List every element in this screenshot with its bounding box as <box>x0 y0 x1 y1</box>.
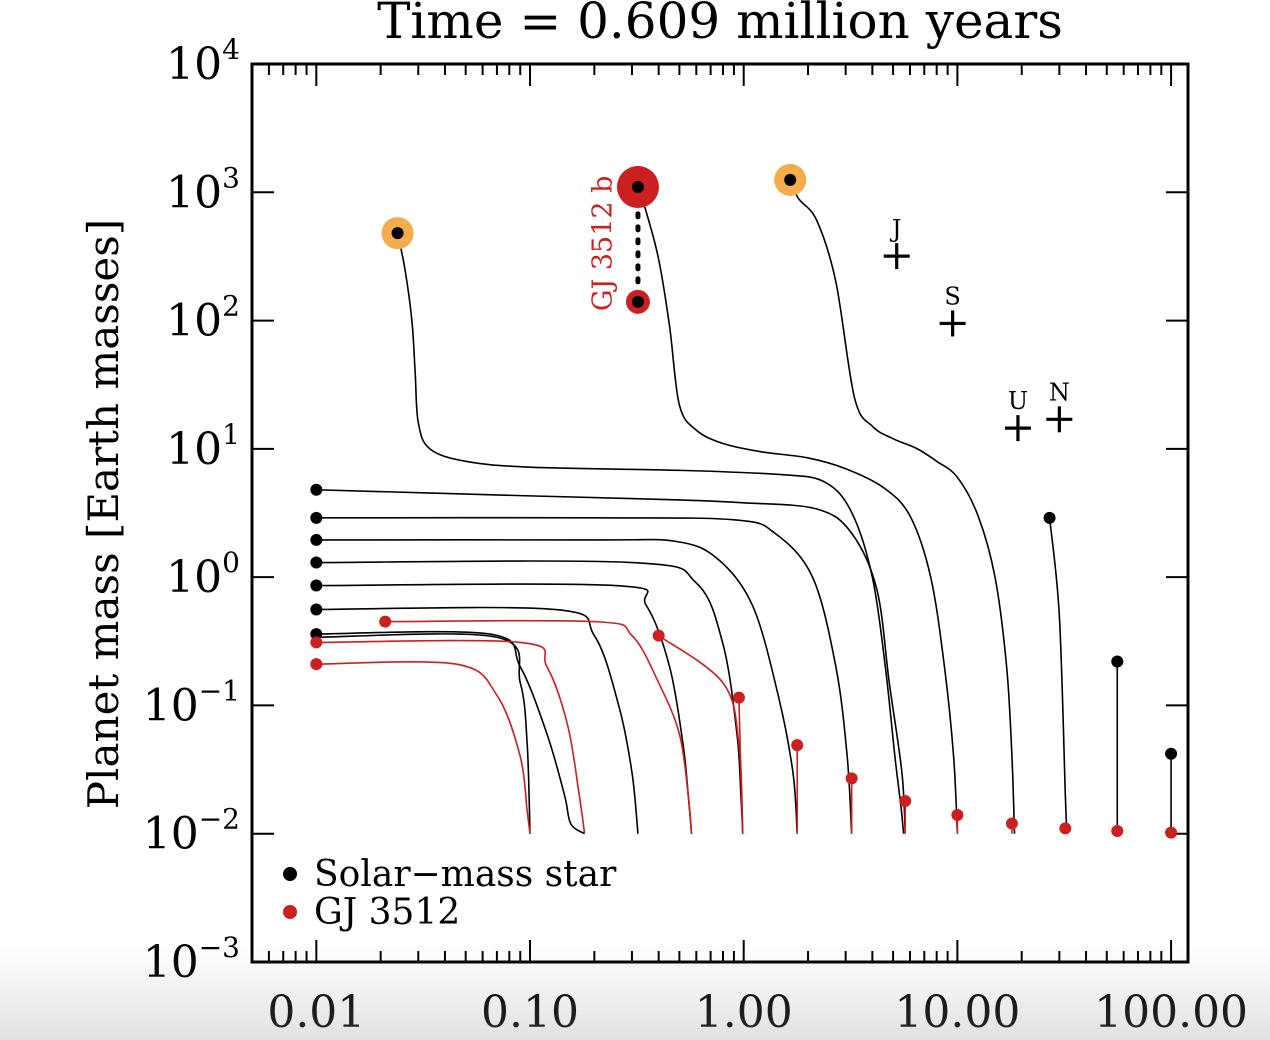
reference-marker-label: N <box>1049 378 1070 406</box>
solar-point <box>391 227 404 240</box>
y-axis-label: Planet mass [Earth masses] <box>79 219 128 809</box>
solar-point <box>1111 655 1124 668</box>
gj-point <box>899 794 912 807</box>
solar-point <box>310 483 323 496</box>
gj-point <box>379 615 392 628</box>
solar-point <box>310 511 323 524</box>
track-line <box>316 538 799 834</box>
data-points <box>310 163 1178 839</box>
gj-point <box>1165 826 1178 839</box>
track-line <box>316 660 531 834</box>
y-tick-label: 10−2 <box>143 803 240 860</box>
legend-marker <box>283 905 297 919</box>
gj-point <box>845 772 858 785</box>
gj-point <box>1005 817 1018 830</box>
y-tick-label: 102 <box>166 290 240 347</box>
track-line <box>738 697 744 834</box>
axis-frame: 0.01 0.10 1.00 10.00 100.00 10−3 10−2 10−1 100 10… <box>143 33 1248 1038</box>
solar-point <box>310 533 323 546</box>
solar-point <box>310 628 323 641</box>
gj-point <box>1111 824 1124 837</box>
plot-frame <box>250 62 1190 964</box>
track-line <box>316 639 586 834</box>
reference-marker-label: U <box>1008 387 1028 415</box>
track-line <box>316 633 531 834</box>
x-tick-label: 1.00 <box>695 987 793 1038</box>
legend-marker <box>283 867 297 881</box>
y-tick-label: 101 <box>166 418 240 475</box>
chart-title: Time = 0.609 million years <box>377 0 1063 50</box>
solar-point <box>1043 511 1056 524</box>
x-tick-label: 100.00 <box>1094 987 1248 1038</box>
gj-point <box>310 636 323 649</box>
gj-point <box>732 691 745 704</box>
track-line <box>316 606 639 834</box>
track-line <box>316 516 853 834</box>
x-tick-label: 0.10 <box>481 987 579 1038</box>
gj-point <box>951 808 964 821</box>
track-line <box>316 560 744 834</box>
track-line <box>658 634 744 834</box>
track-lines <box>316 179 1172 835</box>
track-line <box>1048 517 1068 834</box>
legend-label: GJ 3512 <box>314 892 460 933</box>
x-tick-label: 10.00 <box>894 987 1020 1038</box>
legend-label: Solar−mass star <box>314 854 617 895</box>
y-tick-label: 100 <box>166 546 240 603</box>
solar-point <box>631 180 644 193</box>
gj-point <box>791 739 804 752</box>
solar-point <box>310 579 323 592</box>
annotations: GJ 3512 b J S U N <box>587 176 1073 442</box>
track-line <box>385 619 693 834</box>
planet-annotation: GJ 3512 b <box>587 176 618 312</box>
solar-point <box>310 556 323 569</box>
reference-marker-label: J <box>889 215 902 243</box>
y-tick-label: 10−3 <box>143 931 240 988</box>
solar-point <box>310 603 323 616</box>
x-tick-label: 0.01 <box>267 987 365 1038</box>
gj-point <box>1059 822 1072 835</box>
reference-marker-label: S <box>944 282 960 310</box>
gj-point <box>310 658 323 671</box>
track-line <box>637 186 959 834</box>
solar-point <box>1165 747 1178 760</box>
track-line <box>396 233 905 834</box>
track-line <box>316 488 907 834</box>
solar-point <box>631 295 644 308</box>
y-tick-label: 104 <box>166 33 240 90</box>
y-tick-label: 103 <box>166 161 240 218</box>
y-tick-label: 10−1 <box>143 674 240 731</box>
solar-point <box>784 173 797 186</box>
track-line <box>789 179 1016 834</box>
gj-point <box>652 629 665 642</box>
track-line <box>316 630 586 835</box>
